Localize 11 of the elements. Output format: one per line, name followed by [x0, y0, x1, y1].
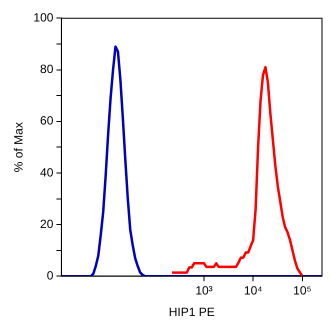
y-tick-label: 40 [40, 165, 54, 180]
y-tick-label: 0 [46, 268, 54, 283]
y-tick-label: 20 [40, 216, 54, 231]
x-axis-title: HIP1 PE [168, 305, 215, 320]
x-tick-label: 10⁵ [293, 284, 312, 298]
y-tick-label: 80 [40, 62, 54, 76]
x-tick-label: 10⁴ [244, 284, 262, 298]
x-tick-label: 10³ [195, 284, 213, 298]
y-tick-label: 100 [33, 10, 54, 25]
y-axis-title: % of Max [12, 122, 26, 172]
y-tick-label: 60 [40, 114, 54, 128]
